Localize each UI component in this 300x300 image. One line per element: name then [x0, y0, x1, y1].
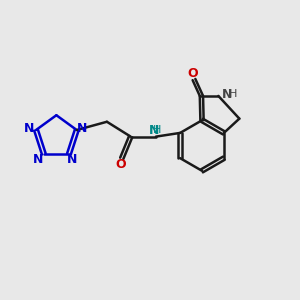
Text: O: O — [187, 67, 198, 80]
Text: N: N — [148, 124, 159, 136]
Text: N: N — [67, 153, 78, 166]
Text: O: O — [116, 158, 127, 171]
Text: H: H — [229, 89, 237, 99]
Text: N: N — [24, 122, 35, 135]
Text: N: N — [221, 88, 232, 101]
Text: H: H — [153, 125, 162, 135]
Text: N: N — [33, 153, 43, 166]
Text: N: N — [77, 122, 87, 135]
